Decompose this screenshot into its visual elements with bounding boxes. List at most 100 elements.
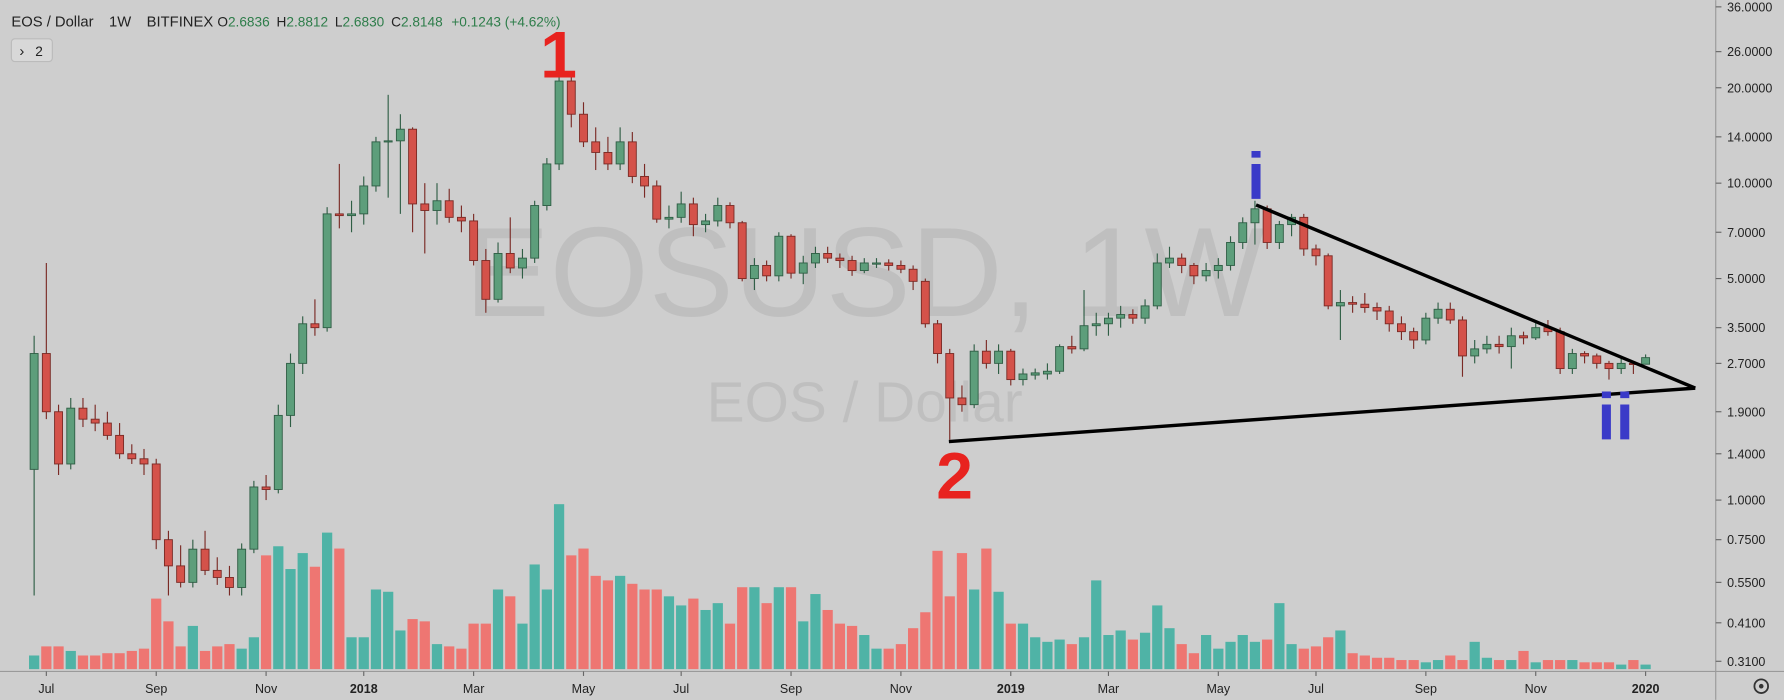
- volume-bar: [1530, 662, 1541, 670]
- candle-body: [1250, 208, 1260, 224]
- candle-body: [542, 163, 552, 206]
- candle-body: [395, 128, 405, 142]
- volume-bar: [1286, 644, 1297, 670]
- volume-bar: [114, 653, 125, 670]
- volume-bar: [480, 623, 491, 670]
- volume-bar: [151, 598, 162, 670]
- volume-bar: [932, 550, 943, 670]
- y-tick-label: 0.4100: [1727, 616, 1765, 630]
- exchange: BITFINEX: [147, 14, 214, 30]
- volume-bar: [566, 555, 577, 670]
- volume-bar: [724, 623, 736, 670]
- volume-bar: [969, 589, 980, 670]
- volume-bar: [53, 646, 64, 670]
- candle-body: [371, 141, 381, 187]
- y-tick-label: 10.0000: [1727, 177, 1772, 191]
- y-tick-label: 26.0000: [1727, 45, 1772, 59]
- ohlc-value: 2.8148: [401, 14, 443, 29]
- candle-body: [1506, 335, 1516, 348]
- candle-body: [920, 280, 930, 325]
- indicator-count: 2: [35, 44, 43, 59]
- ohlc-name: H: [277, 14, 287, 29]
- candle-body: [1140, 305, 1150, 319]
- volume-bar: [1115, 630, 1126, 670]
- candle-body: [481, 260, 491, 300]
- candle-body: [273, 414, 283, 490]
- candle-body: [347, 213, 356, 217]
- y-tick-label: 36.0000: [1727, 0, 1772, 14]
- candle-body: [1372, 307, 1382, 312]
- candle-body: [1482, 343, 1492, 350]
- volume-bar: [1066, 644, 1077, 670]
- candle-body: [652, 185, 662, 220]
- y-tick-label: 0.3100: [1727, 655, 1765, 669]
- volume-bar: [578, 548, 589, 670]
- volume-bar: [553, 504, 565, 670]
- candle-body: [1311, 248, 1321, 257]
- candle-body: [786, 235, 796, 274]
- x-tick-label: Jul: [673, 682, 689, 696]
- y-tick-label: 1.4000: [1727, 447, 1765, 461]
- wave-label: ii: [1597, 379, 1634, 453]
- x-tick-label: May: [572, 682, 596, 696]
- volume-bar: [1542, 660, 1554, 670]
- indicator-toggle[interactable]: [10, 38, 53, 63]
- volume-bar: [322, 532, 333, 670]
- candle-body: [1323, 255, 1333, 307]
- trendline: [1255, 203, 1696, 390]
- candle-body: [981, 350, 991, 364]
- candle-body: [518, 257, 527, 269]
- ohlc-value: 2.8812: [286, 14, 328, 29]
- candle-body: [823, 253, 833, 259]
- candle-body: [139, 458, 149, 465]
- candle-body: [1519, 335, 1528, 339]
- candle-body: [249, 486, 259, 550]
- volume-bar: [1323, 637, 1334, 670]
- volume-bar: [1139, 632, 1151, 670]
- volume-bar: [419, 621, 430, 670]
- volume-bar: [175, 646, 186, 670]
- volume-bar: [834, 623, 845, 670]
- volume-bar: [883, 648, 894, 670]
- volume-bar: [1078, 637, 1090, 670]
- volume-bar: [920, 612, 931, 670]
- volume-bar: [285, 569, 296, 670]
- volume-bar: [212, 646, 223, 670]
- volume-bar: [1347, 653, 1358, 670]
- candle-body: [1274, 224, 1284, 243]
- ohlc-name: L: [335, 14, 343, 29]
- candle-body: [701, 220, 711, 226]
- volume-bar: [1555, 660, 1566, 670]
- volume-bar: [1384, 657, 1395, 670]
- x-tick-label: May: [1207, 682, 1231, 696]
- volume-bar: [1030, 637, 1041, 670]
- volume-bar: [358, 637, 369, 670]
- candle-body: [676, 203, 686, 218]
- candle-body: [798, 262, 808, 274]
- candle-body: [127, 453, 137, 460]
- candle-body: [1470, 348, 1480, 357]
- wave-label: 1: [540, 18, 577, 92]
- volume-bar: [248, 637, 259, 670]
- volume-bar: [639, 589, 650, 670]
- candle-body: [749, 264, 759, 280]
- candle-body: [1006, 350, 1016, 381]
- settings-icon[interactable]: [1753, 678, 1769, 694]
- candle-body: [713, 205, 723, 222]
- y-tick-label: 3.5000: [1727, 321, 1765, 335]
- volume-bar: [810, 594, 821, 670]
- candle-body: [688, 203, 698, 226]
- y-tick-label: 20.0000: [1727, 81, 1772, 95]
- volume-bar: [602, 580, 614, 670]
- volume-bar: [224, 644, 235, 670]
- candle-body: [1641, 357, 1651, 365]
- candle-body: [530, 205, 540, 259]
- volume-bar: [1188, 653, 1200, 670]
- volume-bar: [492, 589, 504, 670]
- volume-bar: [773, 587, 784, 670]
- candle-body: [1409, 331, 1419, 341]
- volume-bar: [41, 646, 52, 670]
- volume-bar: [785, 587, 797, 670]
- volume-bar: [468, 623, 479, 670]
